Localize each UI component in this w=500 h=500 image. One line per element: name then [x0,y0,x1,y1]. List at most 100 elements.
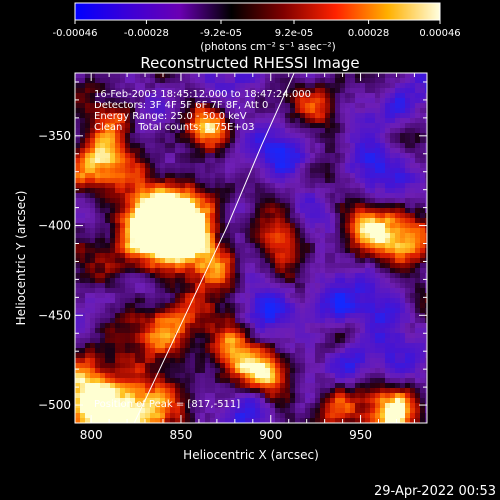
heatmap-cell [415,103,421,109]
heatmap-cell [265,243,271,249]
heatmap-cell [290,248,296,254]
heatmap-cell [355,128,361,134]
heatmap-cell [365,128,371,134]
heatmap-cell [110,128,116,134]
heatmap-cell [255,123,261,129]
heatmap-cell [195,188,201,194]
heatmap-cell [75,113,81,119]
heatmap-cell [85,293,91,299]
heatmap-cell [110,333,116,339]
heatmap-cell [255,318,261,324]
heatmap-cell [295,193,301,199]
heatmap-cell [220,388,226,394]
heatmap-cell [195,413,201,419]
heatmap-cell [210,243,216,249]
heatmap-cell [80,148,86,154]
heatmap-cell [350,233,356,239]
heatmap-cell [325,258,331,264]
heatmap-cell [155,298,161,304]
heatmap-cell [205,183,211,189]
heatmap-cell [200,278,206,284]
heatmap-cell [255,263,261,269]
heatmap-cell [345,273,351,279]
heatmap-cell [220,218,226,224]
heatmap-cell [150,228,156,234]
heatmap-cell [180,378,186,384]
heatmap-cell [95,228,101,234]
heatmap-cell [420,323,426,329]
heatmap-cell [410,108,416,114]
heatmap-cell [415,138,421,144]
heatmap-cell [210,138,216,144]
heatmap-cell [395,258,401,264]
heatmap-cell [355,393,361,399]
heatmap-cell [340,393,346,399]
heatmap-cell [190,338,196,344]
heatmap-cell [250,308,256,314]
heatmap-cell [200,218,206,224]
heatmap-cell [105,123,111,129]
heatmap-cell [125,343,131,349]
heatmap-cell [330,178,336,184]
heatmap-cell [220,243,226,249]
heatmap-cell [355,398,361,404]
heatmap-cell [190,78,196,84]
heatmap-cell [390,228,396,234]
heatmap-cell [80,323,86,329]
heatmap-cell [90,338,96,344]
heatmap-cell [400,328,406,334]
heatmap-cell [130,133,136,139]
heatmap-cell [290,238,296,244]
heatmap-cell [290,88,296,94]
heatmap-cell [260,218,266,224]
heatmap-cell [85,263,91,269]
heatmap-cell [265,233,271,239]
heatmap-cell [380,108,386,114]
heatmap-cell [200,163,206,169]
heatmap-cell [375,348,381,354]
heatmap-cell [330,158,336,164]
heatmap-cell [130,418,136,423]
heatmap-cell [230,223,236,229]
heatmap-cell [325,348,331,354]
heatmap-cell [160,108,166,114]
heatmap-cell [365,153,371,159]
heatmap-cell [80,243,86,249]
heatmap-cell [315,203,321,209]
heatmap-cell [140,373,146,379]
heatmap-cell [405,383,411,389]
heatmap-cell [160,198,166,204]
heatmap-cell [125,313,131,319]
heatmap-cell [105,323,111,329]
heatmap-cell [125,88,131,94]
heatmap-cell [150,118,156,124]
heatmap-cell [140,328,146,334]
heatmap-cell [135,158,141,164]
heatmap-cell [225,158,231,164]
heatmap-cell [325,328,331,334]
heatmap-cell [310,333,316,339]
heatmap-cell [100,203,106,209]
heatmap-cell [105,353,111,359]
heatmap-cell [390,113,396,119]
heatmap-cell [400,418,406,423]
heatmap-cell [120,393,126,399]
heatmap-cell [140,183,146,189]
heatmap-cell [135,313,141,319]
heatmap-cell [215,418,221,423]
heatmap-cell [260,273,266,279]
heatmap-cell [215,78,221,84]
heatmap-cell [355,78,361,84]
heatmap-cell [110,273,116,279]
heatmap-cell [85,383,91,389]
heatmap-cell [205,388,211,394]
heatmap-cell [390,128,396,134]
heatmap-cell [135,343,141,349]
heatmap-cell [295,93,301,99]
heatmap-cell [90,148,96,154]
heatmap-cell [305,393,311,399]
heatmap-cell [255,163,261,169]
heatmap-cell [415,133,421,139]
heatmap-cell [240,208,246,214]
heatmap-cell [105,218,111,224]
